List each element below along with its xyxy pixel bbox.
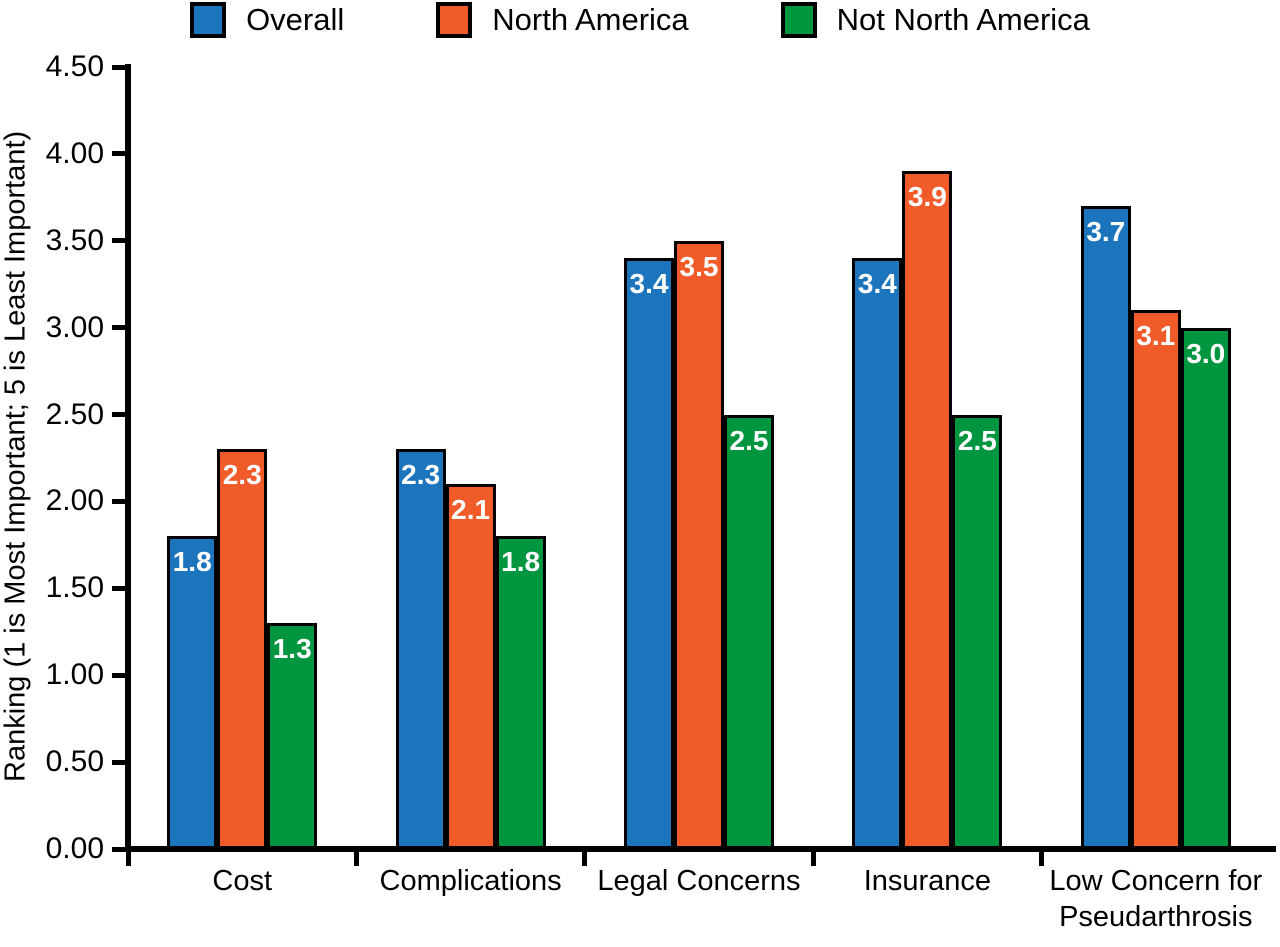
bar-value-label: 3.4	[857, 268, 897, 300]
x-axis-tick	[353, 851, 359, 866]
x-axis-category-label: Cost	[212, 865, 273, 897]
x-axis-tick	[125, 851, 131, 866]
y-axis-tick	[112, 64, 128, 70]
bar-north-america	[674, 240, 724, 851]
bar-value-label: 1.3	[272, 633, 312, 665]
bar-overall	[852, 258, 903, 851]
bar-value-label: 2.5	[957, 424, 997, 456]
y-axis-tick-label: 0.00	[45, 832, 104, 865]
bar-value-label: 3.9	[907, 181, 947, 213]
y-axis-tick	[112, 151, 128, 157]
bar-value-label: 3.4	[629, 268, 669, 300]
bar-north-america	[902, 171, 953, 851]
bar-not-north-america	[495, 536, 546, 851]
legend-color-swatch	[780, 2, 817, 38]
legend-series-label: Not North America	[836, 2, 1090, 37]
y-axis-tick	[112, 846, 128, 852]
y-axis-tick-label: 0.50	[45, 745, 104, 779]
bar-value-label: 1.8	[501, 546, 541, 578]
bar-overall	[395, 449, 446, 851]
bar-north-america	[445, 484, 496, 851]
y-axis-tick	[112, 672, 128, 678]
y-axis-tick-label: 2.50	[45, 397, 104, 431]
legend-item: North America	[436, 2, 689, 38]
x-axis-category-label: Legal Concerns	[597, 865, 801, 897]
legend-series-label: North America	[492, 2, 689, 37]
bar-not-north-america	[724, 414, 774, 851]
bar-north-america	[1130, 310, 1181, 851]
bar-not-north-america	[1180, 327, 1231, 851]
bar-value-label: 2.3	[222, 459, 262, 491]
bar-not-north-america	[267, 623, 318, 851]
x-axis-line	[125, 846, 1276, 852]
bar-value-label: 2.5	[729, 424, 769, 456]
legend-color-swatch	[190, 2, 227, 38]
legend-series-label: Overall	[246, 2, 345, 37]
legend-item: Overall	[190, 2, 344, 38]
y-axis-tick-label: 3.00	[45, 310, 104, 344]
bar-overall	[624, 258, 674, 851]
x-axis-category-label: Complications	[379, 865, 562, 897]
x-axis-category-label: Insurance	[863, 865, 992, 897]
y-axis-tick	[112, 585, 128, 591]
y-axis-tick	[112, 325, 128, 331]
y-axis-tick	[112, 238, 128, 244]
bar-overall	[167, 536, 218, 851]
bar-value-label: 3.5	[679, 250, 719, 282]
y-axis-tick	[112, 498, 128, 504]
y-axis-tick-label: 1.00	[45, 658, 104, 692]
bar-value-label: 3.0	[1186, 337, 1226, 369]
legend-color-swatch	[436, 2, 473, 38]
y-axis-tick-label: 1.50	[45, 571, 104, 605]
x-axis-tick	[582, 851, 588, 866]
x-axis-tick	[810, 851, 816, 866]
y-axis-tick-label: 3.50	[45, 223, 104, 257]
bar-overall	[1080, 206, 1131, 851]
x-axis-tick	[1039, 851, 1045, 866]
bar-value-label: 1.8	[172, 546, 212, 578]
y-axis-line	[125, 64, 131, 852]
chart-legend: Overall North America Not North America	[0, 2, 1280, 38]
y-axis-tick-label: 4.00	[45, 136, 104, 170]
y-axis-title: Ranking (1 is Most Important; 5 is Least…	[0, 130, 32, 782]
bar-not-north-america	[952, 414, 1003, 851]
legend-item: Not North America	[780, 2, 1090, 38]
y-axis-tick	[112, 412, 128, 418]
y-axis-tick-label: 2.00	[45, 484, 104, 518]
bar-value-label: 3.7	[1086, 216, 1126, 248]
bar-north-america	[217, 449, 268, 851]
bar-value-label: 2.1	[451, 494, 491, 526]
bar-value-label: 2.3	[401, 459, 441, 491]
y-axis-tick	[112, 759, 128, 765]
x-axis-category-label: Low Concern for Pseudarthrosis	[1049, 865, 1263, 934]
bar-value-label: 3.1	[1136, 320, 1176, 352]
y-axis-tick-label: 4.50	[45, 50, 104, 83]
